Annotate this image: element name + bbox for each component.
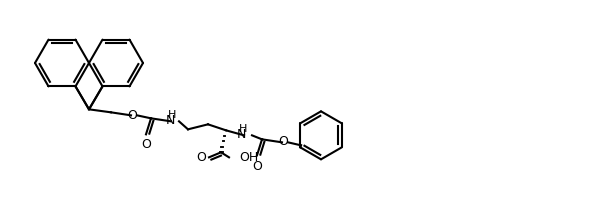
Text: O: O [196, 151, 206, 164]
Text: O: O [252, 160, 262, 173]
Text: O: O [278, 135, 288, 148]
Text: H: H [239, 124, 247, 134]
Text: N: N [165, 114, 174, 127]
Text: H: H [168, 110, 176, 120]
Text: OH: OH [239, 151, 258, 164]
Text: O: O [141, 138, 151, 151]
Text: O: O [127, 109, 137, 122]
Text: N: N [237, 128, 246, 141]
